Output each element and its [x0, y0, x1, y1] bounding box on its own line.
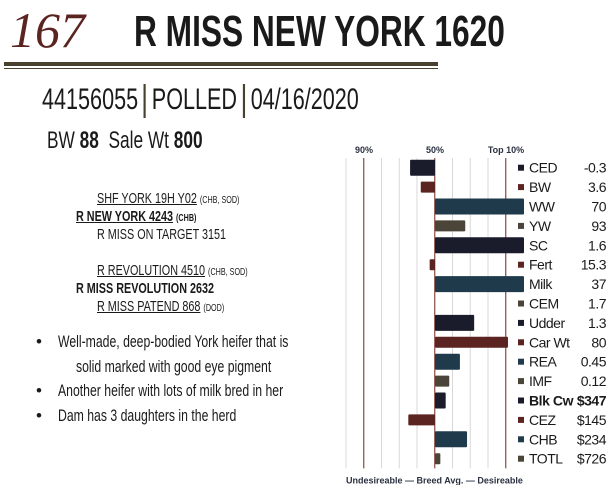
trait-label: Car Wt — [529, 334, 570, 350]
legend-swatch — [518, 242, 524, 249]
pedigree-sire: R NEW YORK 4243 (CHB) — [76, 208, 197, 225]
legend-swatch — [518, 300, 524, 307]
epd-value: 0.45 — [581, 354, 607, 370]
trait-label: Udder — [529, 315, 565, 331]
bar-fert — [429, 259, 435, 271]
epd-value: 70 — [591, 199, 606, 215]
trait-label: SC — [529, 237, 548, 253]
bar-ww — [435, 198, 524, 215]
legend-swatch — [518, 416, 524, 423]
legend-swatch — [518, 164, 524, 171]
bar-yw — [435, 220, 466, 232]
epd-chart: 90% 50% Top 10% CED -0.3 BW 3.6 WW 70 YW 93 SC 1.6 Fe… — [345, 145, 607, 485]
epd-value: $234 — [577, 431, 607, 447]
notes-list: Well-made, deep-bodied York heifer that … — [36, 330, 378, 428]
bar-cez — [408, 414, 435, 426]
top-label: Top 10% — [488, 145, 524, 155]
animal-name: R MISS NEW YORK 1620 — [134, 7, 505, 56]
bar-car-wt — [435, 336, 508, 348]
top-label: 50% — [426, 145, 444, 155]
title-rule-thin — [4, 68, 438, 69]
bw-value: 88 — [79, 127, 99, 154]
bar-blk-cw — [435, 392, 446, 409]
bar-imf — [435, 375, 450, 387]
bar-bw — [420, 181, 435, 193]
trait-label: CED — [529, 160, 557, 176]
separator — [143, 84, 147, 119]
epd-value: 1.3 — [588, 315, 607, 331]
legend-swatch — [518, 281, 524, 288]
legend-swatch — [518, 261, 524, 268]
trait-label: IMF — [529, 373, 552, 389]
bar-udder — [435, 314, 475, 331]
epd-value: 1.7 — [588, 296, 607, 312]
trait-label: YW — [529, 218, 552, 234]
bar-sc — [435, 237, 524, 254]
bar-rea — [435, 353, 460, 370]
pedigree-sire-sire: SHF YORK 19H Y02 (CHB, SOD) — [97, 190, 240, 207]
epd-value: 0.12 — [581, 373, 607, 389]
trait-label: CHB — [529, 431, 557, 447]
title-rule — [4, 62, 438, 66]
note-item: Dam has 3 daughters in the herd — [36, 404, 378, 429]
trait-label: REA — [529, 354, 557, 370]
trait-label: Milk — [529, 276, 553, 292]
legend-swatch — [518, 222, 524, 229]
note-item: Another heifer with lots of milk bred in… — [36, 379, 378, 404]
trait-label: CEZ — [529, 412, 556, 428]
legend-swatch — [518, 203, 524, 210]
trait-label: CEM — [529, 296, 559, 312]
bw-label: BW — [47, 127, 75, 154]
epd-value: $726 — [577, 451, 607, 467]
legend-swatch — [518, 436, 524, 443]
horn-status: POLLED — [151, 83, 238, 116]
registration-number: 44156055 — [42, 83, 139, 116]
sale-wt-label: Sale Wt — [108, 127, 169, 154]
lot-number: 167 — [10, 2, 85, 58]
pedigree-sire-dam: R MISS ON TARGET 3151 — [97, 226, 227, 243]
top-label: 90% — [355, 145, 373, 155]
pedigree-dam-sire: R REVOLUTION 4510 (CHB, SOD) — [97, 262, 248, 279]
epd-value: $347 — [577, 393, 607, 409]
trait-label: TOTL — [529, 451, 563, 467]
pedigree-dam: R MISS REVOLUTION 2632 — [76, 280, 215, 297]
legend-swatch — [518, 319, 524, 326]
legend-swatch — [518, 339, 524, 346]
separator — [242, 84, 245, 119]
trait-label: BW — [529, 179, 552, 195]
weights-line: BW 88 Sale Wt 800 — [47, 127, 263, 155]
birth-date: 04/16/2020 — [250, 83, 359, 116]
sale-wt-value: 800 — [173, 127, 203, 154]
epd-value: 37 — [591, 276, 606, 292]
bar-milk — [435, 276, 524, 293]
legend-swatch — [518, 455, 524, 462]
note-item-continued: solid marked with good eye pigment — [76, 356, 272, 376]
epd-value: 3.6 — [588, 179, 607, 195]
epd-value: $145 — [577, 412, 607, 428]
legend-swatch — [518, 184, 524, 191]
epd-value: 1.6 — [588, 237, 607, 253]
note-item: Well-made, deep-bodied York heifer that … — [36, 330, 378, 355]
bar-chb — [435, 431, 468, 448]
trait-label: Blk Cw — [529, 393, 574, 409]
bar-totl — [435, 453, 441, 465]
epd-value: 15.3 — [581, 257, 607, 273]
pedigree-dam-dam: R MISS PATEND 868 (DOD) — [97, 298, 225, 315]
trait-label: WW — [529, 199, 556, 215]
epd-value: -0.3 — [584, 160, 607, 176]
epd-value: 93 — [591, 218, 606, 234]
id-line: 44156055 POLLED 04/16/2020 — [42, 82, 482, 119]
trait-label: Fert — [529, 257, 553, 273]
legend-swatch — [518, 358, 524, 365]
legend-swatch — [518, 378, 524, 385]
epd-value: 80 — [591, 334, 606, 350]
bar-ced — [410, 159, 435, 176]
legend-swatch — [518, 397, 524, 404]
x-axis-label: Undesireable — Breed Avg. — Desireable — [346, 475, 523, 485]
